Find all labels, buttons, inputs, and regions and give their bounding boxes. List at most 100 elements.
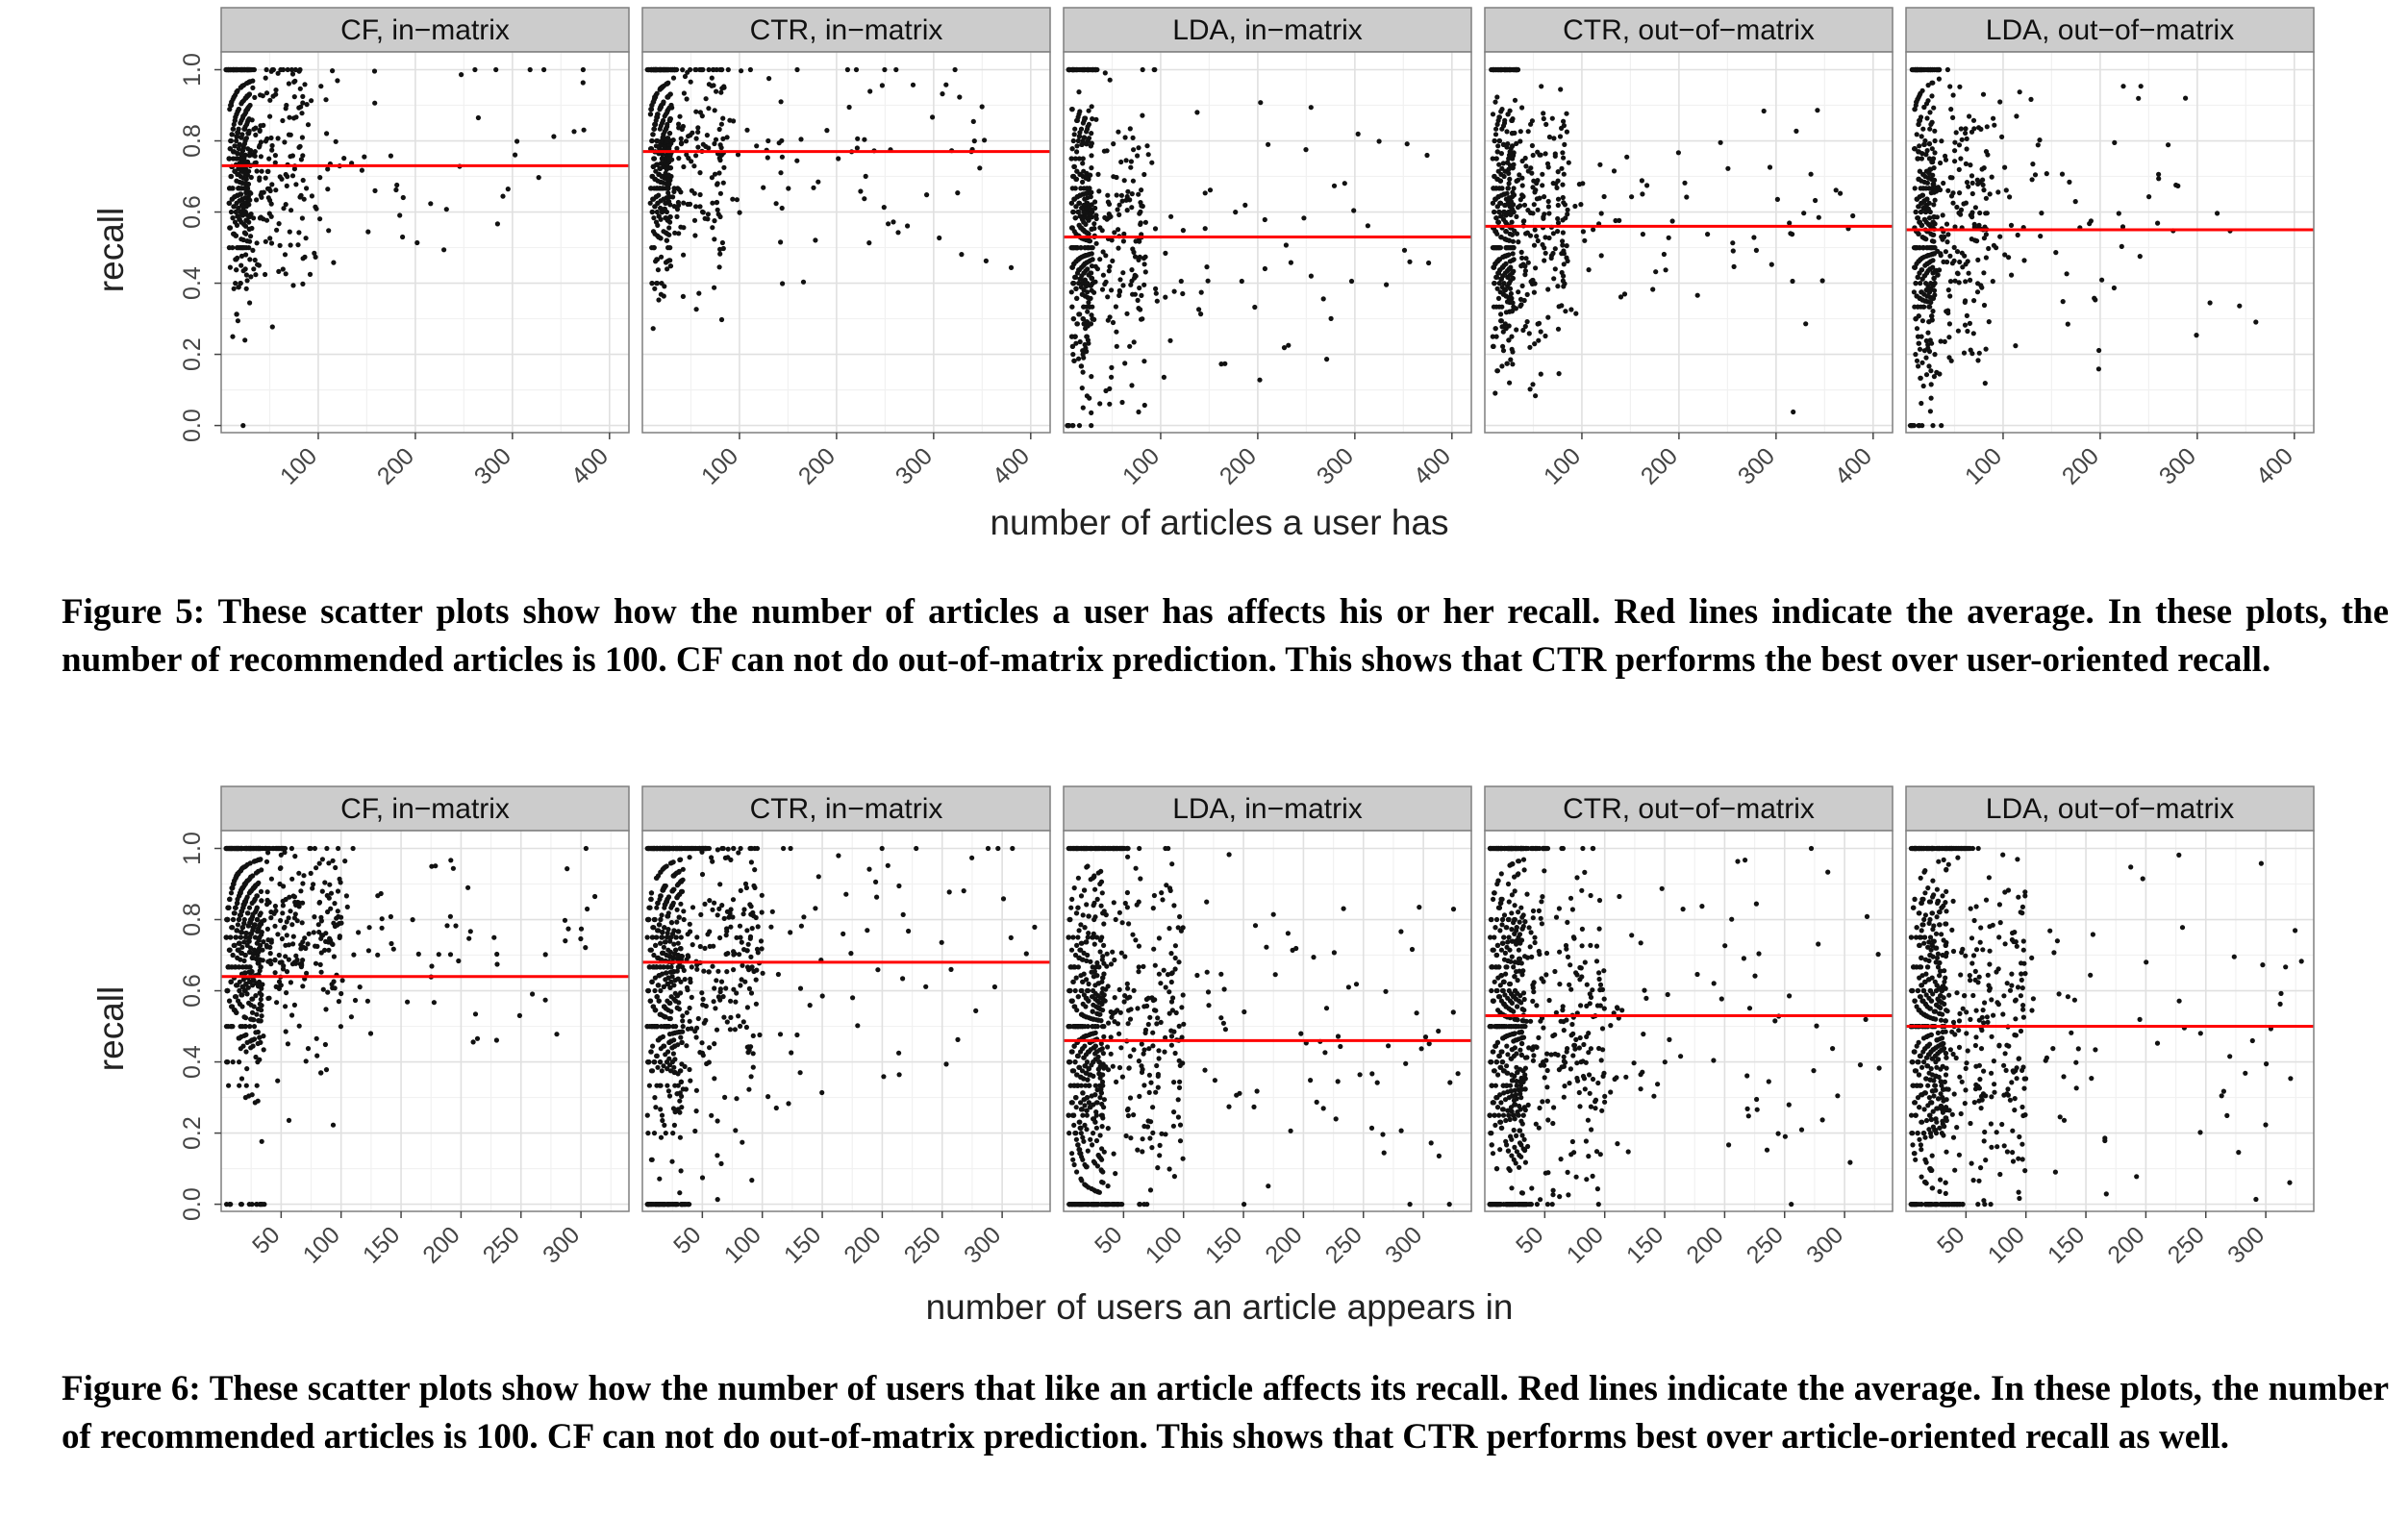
- data-point: [2253, 319, 2259, 325]
- data-point: [1527, 386, 1533, 392]
- data-point: [664, 209, 670, 215]
- data-point: [754, 143, 760, 149]
- data-point: [1931, 374, 1937, 380]
- data-point: [1163, 294, 1168, 300]
- data-point: [1171, 288, 1177, 294]
- x-tick-label: 300: [469, 442, 516, 489]
- data-point: [1935, 272, 1941, 278]
- panel-strip: [1484, 7, 1894, 53]
- data-point: [1819, 278, 1825, 284]
- data-point: [1077, 338, 1083, 345]
- data-point: [1493, 215, 1499, 221]
- data-point: [1523, 256, 1529, 261]
- data-point: [1507, 149, 1513, 155]
- data-point: [650, 132, 656, 137]
- data-point: [1597, 162, 1603, 167]
- data-point: [695, 125, 701, 131]
- data-point: [1989, 174, 1994, 180]
- data-point: [1089, 410, 1094, 415]
- data-point: [1116, 129, 1121, 135]
- data-point: [676, 231, 682, 237]
- data-point: [1555, 220, 1562, 226]
- data-point: [2039, 211, 2044, 216]
- data-point: [257, 968, 263, 974]
- y-tick-label: 1.0: [179, 53, 206, 87]
- data-point: [250, 996, 256, 1002]
- data-point: [794, 1032, 800, 1038]
- data-point: [1816, 214, 1821, 220]
- data-point: [291, 915, 297, 921]
- data-point: [1490, 112, 1496, 117]
- data-point: [1493, 126, 1499, 132]
- data-point: [1069, 343, 1075, 349]
- data-point: [1945, 187, 1951, 193]
- data-point: [2093, 297, 2098, 303]
- data-point: [1518, 129, 1523, 135]
- data-point: [1071, 261, 1077, 266]
- data-point: [239, 132, 245, 137]
- data-point: [286, 942, 291, 948]
- data-point: [276, 221, 282, 227]
- data-point: [1512, 97, 1518, 103]
- data-point: [1964, 146, 1969, 152]
- data-point: [1917, 219, 1922, 225]
- data-point: [527, 66, 533, 73]
- data-point: [1540, 183, 1545, 188]
- data-point: [1930, 258, 1936, 263]
- data-point: [655, 137, 661, 144]
- data-point: [1518, 138, 1523, 144]
- data-point: [1790, 278, 1795, 285]
- data-point: [1684, 194, 1690, 200]
- data-point: [1139, 187, 1144, 193]
- data-point: [1941, 259, 1946, 264]
- data-point: [753, 1001, 760, 1007]
- data-point: [1598, 211, 1604, 216]
- data-point: [1142, 269, 1148, 275]
- data-point: [1560, 230, 1566, 236]
- data-point: [1123, 197, 1129, 203]
- data-point: [1096, 188, 1102, 194]
- data-point: [865, 928, 870, 934]
- panel-background: [1906, 52, 2314, 433]
- data-point: [259, 919, 264, 925]
- data-point: [1365, 223, 1370, 229]
- data-point: [314, 1035, 319, 1041]
- data-point: [687, 855, 692, 860]
- data-point: [246, 226, 252, 232]
- data-point: [238, 202, 245, 209]
- data-point: [225, 1024, 231, 1030]
- data-point: [693, 136, 699, 141]
- data-point: [1114, 343, 1119, 349]
- data-point: [1559, 251, 1565, 257]
- data-point: [241, 245, 247, 251]
- data-point: [1513, 306, 1518, 311]
- data-point: [564, 866, 570, 872]
- data-point: [1082, 115, 1088, 121]
- data-point: [234, 257, 239, 262]
- data-point: [1556, 304, 1562, 310]
- data-point: [718, 121, 725, 127]
- data-point: [681, 909, 687, 914]
- data-point: [375, 952, 381, 958]
- data-point: [653, 94, 659, 100]
- data-point: [1089, 140, 1094, 146]
- data-point: [652, 231, 658, 237]
- data-point: [1140, 112, 1145, 118]
- data-point: [1942, 234, 1947, 240]
- data-point: [2099, 277, 2105, 283]
- data-point: [1089, 423, 1094, 429]
- data-point: [659, 173, 665, 180]
- data-point: [1524, 291, 1530, 297]
- data-point: [672, 66, 678, 73]
- data-point: [1661, 251, 1667, 258]
- data-point: [1534, 196, 1540, 202]
- data-point: [318, 969, 324, 975]
- data-point: [1963, 126, 1969, 132]
- data-point: [259, 1013, 264, 1019]
- data-point: [551, 134, 557, 139]
- figure-5-x-axis-label: number of articles a user has: [990, 503, 1448, 542]
- data-point: [252, 1100, 258, 1106]
- data-point: [983, 258, 989, 263]
- data-point: [258, 942, 263, 949]
